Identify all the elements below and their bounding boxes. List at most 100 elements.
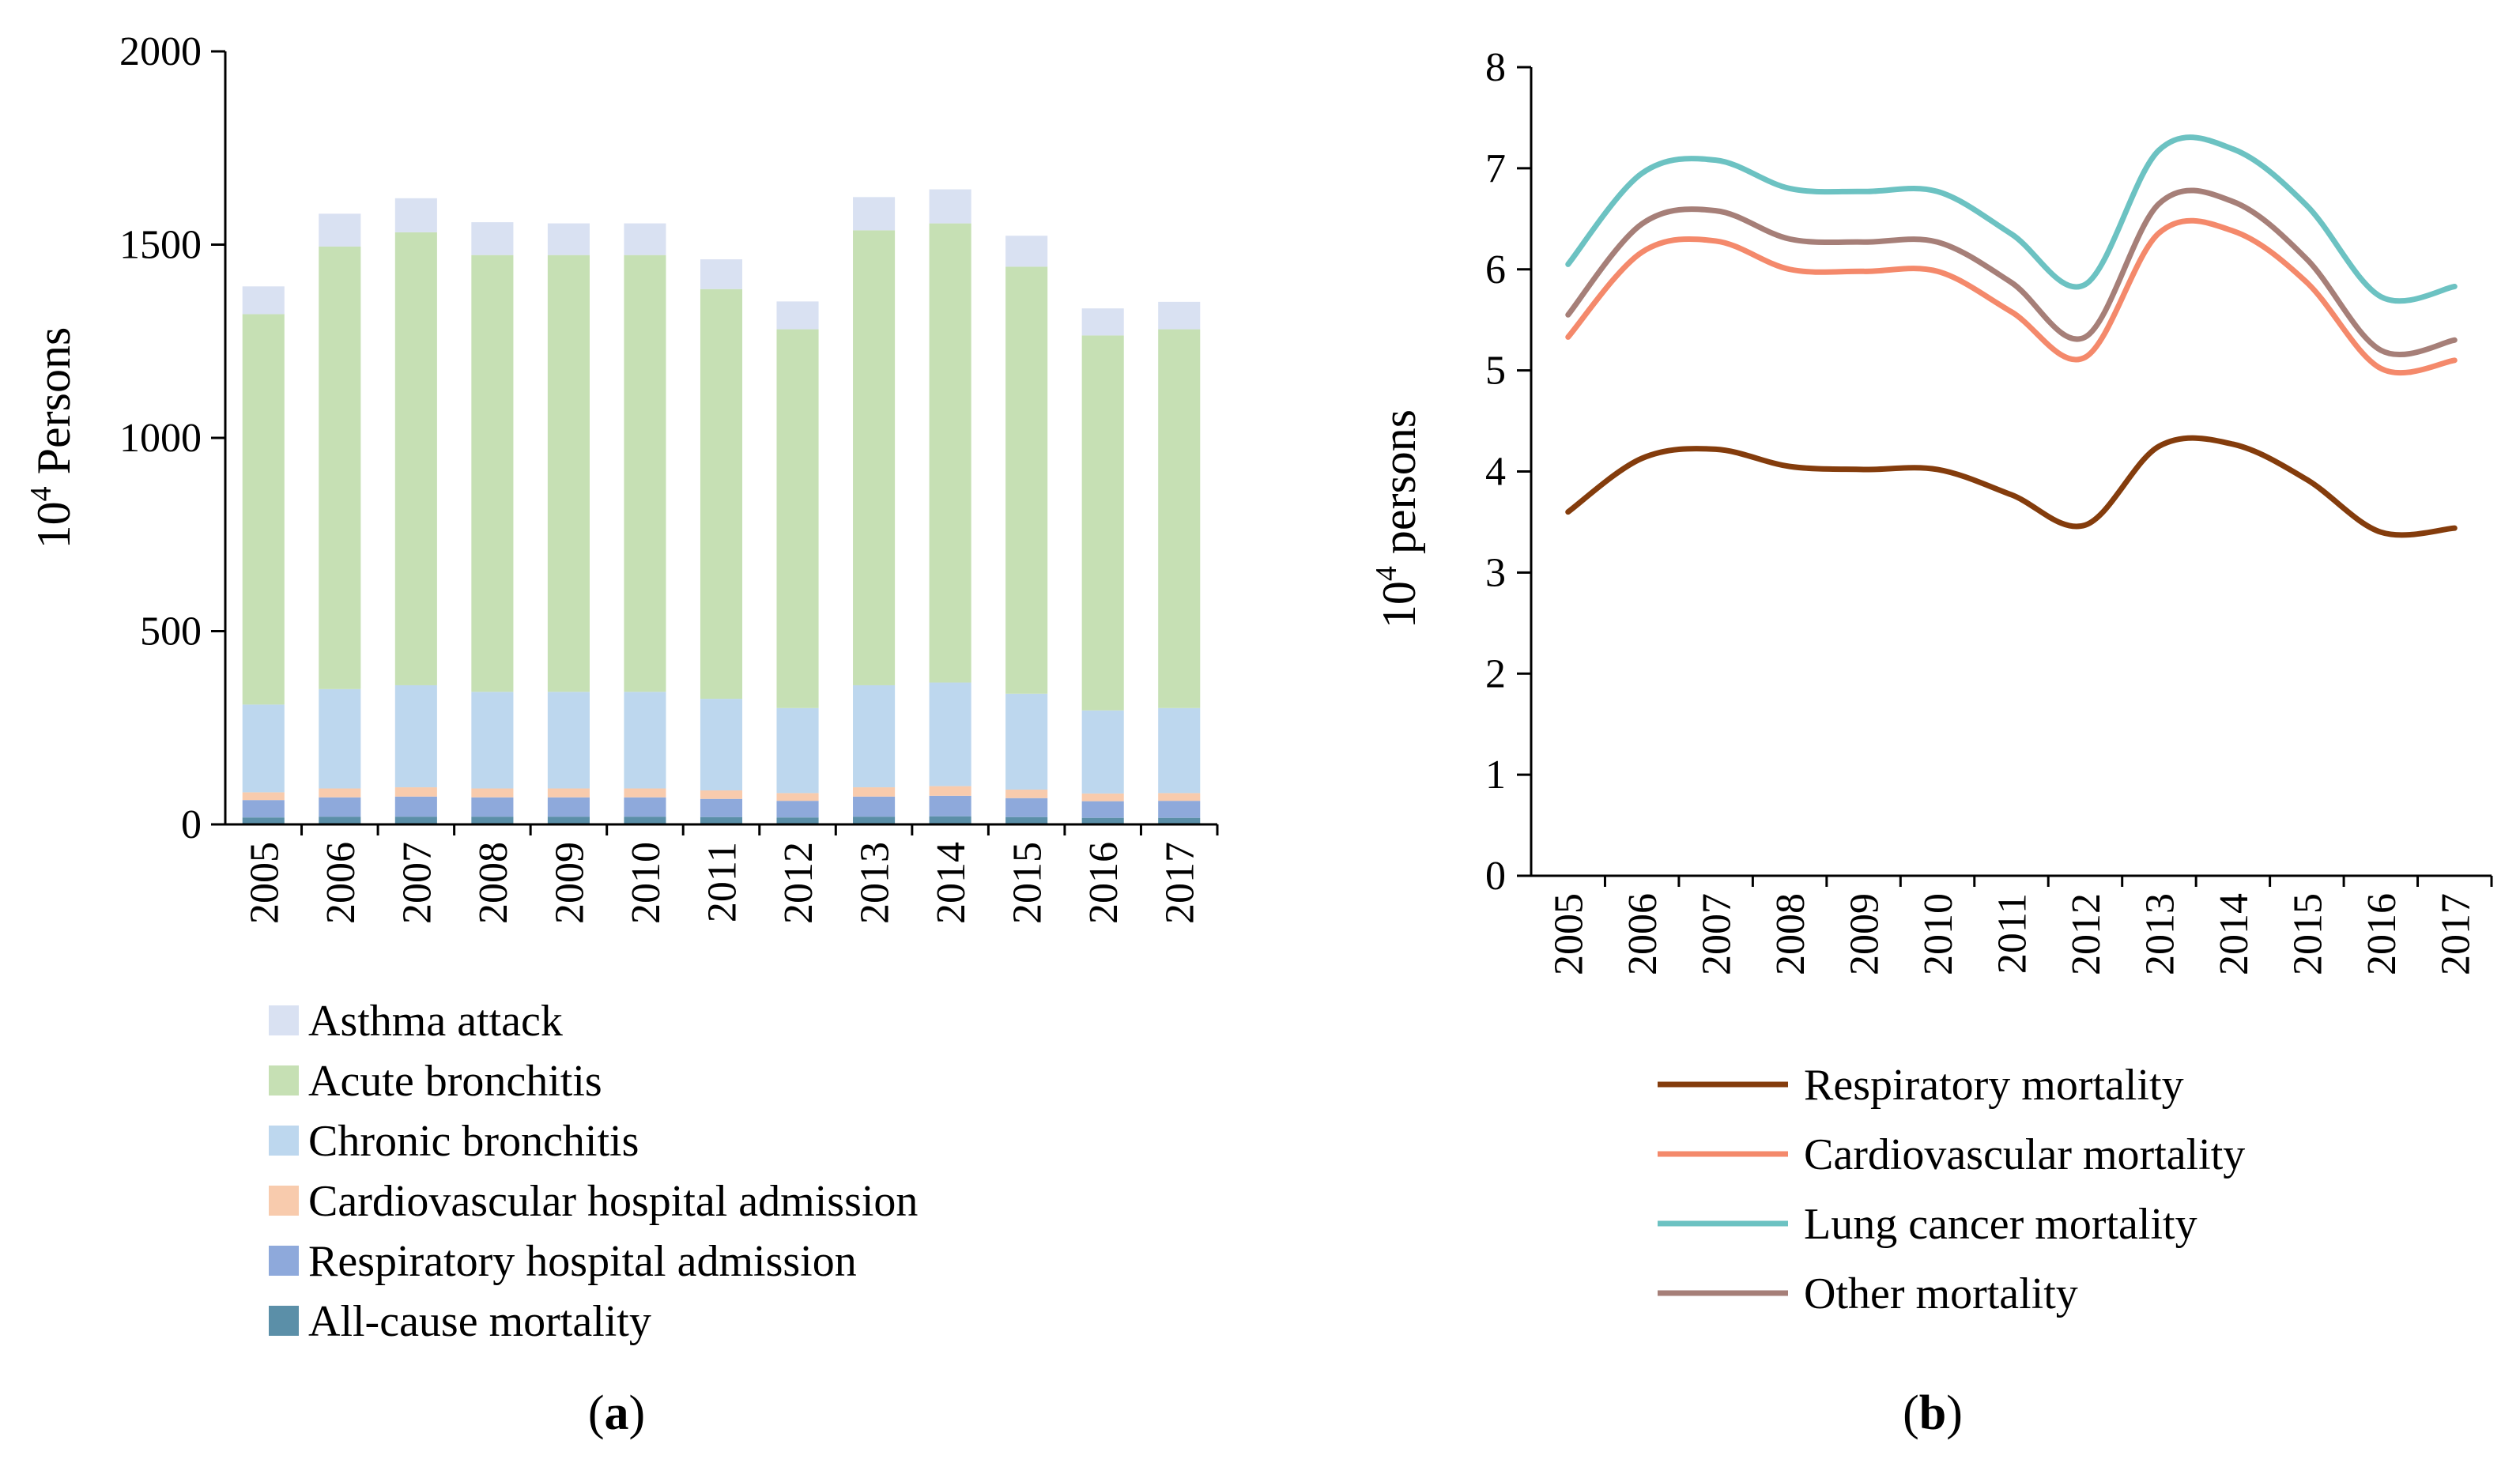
x-tick-label: 2008 bbox=[1768, 893, 1813, 975]
bar-chronic-bronchitis-2009 bbox=[547, 692, 590, 789]
bar-acute-bronchitis-2005 bbox=[242, 314, 285, 705]
x-tick-label: 2009 bbox=[1843, 893, 1888, 975]
bar-cardiovascular-hospital-admission-2010 bbox=[624, 788, 666, 798]
bar-acute-bronchitis-2015 bbox=[1005, 266, 1048, 694]
panel-a-bar-chart: 0 500 1000 1500 2000 2005 2006 2007 2008 2009 2010… bbox=[25, 29, 1219, 1346]
bar-cardiovascular-hospital-admission-2012 bbox=[776, 793, 819, 801]
bar-cardiovascular-hospital-admission-2007 bbox=[394, 787, 437, 797]
line-lung-cancer-mortality bbox=[1565, 134, 2458, 304]
bar-asthma-attack-2010 bbox=[624, 223, 666, 255]
bar-all-cause-mortality-2008 bbox=[471, 816, 514, 824]
legend-swatch-chronic-bronchitis bbox=[269, 1126, 299, 1156]
bar-acute-bronchitis-2008 bbox=[471, 255, 514, 692]
y-axis-label: 104 persons bbox=[1370, 409, 1425, 628]
x-tick-label: 2006 bbox=[319, 842, 364, 924]
x-tick-label: 2013 bbox=[853, 842, 898, 924]
panel-b-label: (b) bbox=[1903, 1386, 1963, 1440]
x-tick-label: 2005 bbox=[1547, 893, 1592, 975]
x-tick-label: 2016 bbox=[1081, 842, 1126, 924]
y-tick-label: 3 bbox=[1485, 550, 1506, 595]
legend-swatch-cardiovascular-hospital-admission bbox=[269, 1186, 299, 1216]
bar-all-cause-mortality-2005 bbox=[242, 817, 285, 824]
bar-acute-bronchitis-2014 bbox=[929, 223, 971, 683]
y-tick-label: 2 bbox=[1485, 651, 1506, 696]
bar-respiratory-hospital-admission-2016 bbox=[1081, 801, 1124, 818]
bar-respiratory-hospital-admission-2005 bbox=[242, 800, 285, 818]
x-tick-label: 2008 bbox=[471, 842, 516, 924]
bar-respiratory-hospital-admission-2013 bbox=[853, 796, 896, 817]
x-tick-label: 2010 bbox=[1916, 893, 1961, 975]
x-tick-label: 2013 bbox=[2137, 893, 2182, 975]
y-tick-label: 4 bbox=[1485, 450, 1506, 495]
y-axis-label: 104 Persons bbox=[25, 327, 80, 549]
bar-cardiovascular-hospital-admission-2014 bbox=[929, 786, 971, 796]
line-cardiovascular-mortality bbox=[1565, 217, 2458, 376]
y-tick-label: 0 bbox=[1485, 854, 1506, 899]
x-tick-label: 2011 bbox=[1990, 893, 2035, 974]
bar-asthma-attack-2016 bbox=[1081, 308, 1124, 336]
bar-asthma-attack-2015 bbox=[1005, 236, 1048, 267]
legend-label-chronic-bronchitis: Chronic bronchitis bbox=[308, 1117, 639, 1166]
legend-label-asthma-attack: Asthma attack bbox=[308, 997, 563, 1046]
y-tick-label: 0 bbox=[181, 802, 202, 847]
bar-cardiovascular-hospital-admission-2006 bbox=[319, 788, 361, 798]
bar-acute-bronchitis-2012 bbox=[776, 329, 819, 708]
bar-respiratory-hospital-admission-2012 bbox=[776, 801, 819, 818]
y-tick-label: 7 bbox=[1485, 146, 1506, 191]
bar-chronic-bronchitis-2015 bbox=[1005, 693, 1048, 790]
bar-chronic-bronchitis-2014 bbox=[929, 682, 971, 786]
bar-acute-bronchitis-2009 bbox=[547, 255, 590, 692]
bar-cardiovascular-hospital-admission-2008 bbox=[471, 788, 514, 798]
bar-asthma-attack-2014 bbox=[929, 189, 971, 224]
bar-cardiovascular-hospital-admission-2005 bbox=[242, 792, 285, 801]
x-tick-label: 2017 bbox=[1158, 842, 1203, 924]
legend-label-lung-cancer-mortality: Lung cancer mortality bbox=[1804, 1200, 2197, 1249]
bar-respiratory-hospital-admission-2010 bbox=[624, 797, 666, 817]
bar-all-cause-mortality-2007 bbox=[394, 816, 437, 824]
bar-all-cause-mortality-2006 bbox=[319, 816, 361, 824]
bar-chronic-bronchitis-2006 bbox=[319, 688, 361, 789]
y-tick-label: 8 bbox=[1485, 45, 1506, 90]
bar-asthma-attack-2013 bbox=[853, 197, 896, 231]
bar-all-cause-mortality-2012 bbox=[776, 817, 819, 824]
bar-acute-bronchitis-2011 bbox=[700, 288, 743, 700]
bar-chronic-bronchitis-2008 bbox=[471, 692, 514, 789]
bar-cardiovascular-hospital-admission-2013 bbox=[853, 787, 896, 797]
bar-acute-bronchitis-2006 bbox=[319, 246, 361, 689]
x-tick-label: 2014 bbox=[929, 842, 974, 924]
bar-acute-bronchitis-2017 bbox=[1158, 329, 1201, 708]
legend-label-cardiovascular-mortality: Cardiovascular mortality bbox=[1804, 1130, 2245, 1179]
bar-all-cause-mortality-2010 bbox=[624, 816, 666, 824]
bar-respiratory-hospital-admission-2006 bbox=[319, 797, 361, 817]
panel-b-line-chart: 0 1 2 3 4 5 6 7 8 2005 2006 2007 2008 2009 2010 2011 201… bbox=[1370, 45, 2493, 1318]
bar-all-cause-mortality-2009 bbox=[547, 816, 590, 824]
bar-cardiovascular-hospital-admission-2009 bbox=[547, 788, 590, 798]
bar-chronic-bronchitis-2017 bbox=[1158, 707, 1201, 794]
bar-respiratory-hospital-admission-2017 bbox=[1158, 801, 1201, 818]
bar-all-cause-mortality-2011 bbox=[700, 816, 743, 824]
legend-label-cardiovascular-hospital-admission: Cardiovascular hospital admission bbox=[308, 1177, 918, 1226]
bar-respiratory-hospital-admission-2014 bbox=[929, 795, 971, 816]
y-tick-label: 5 bbox=[1485, 349, 1506, 394]
bar-chronic-bronchitis-2005 bbox=[242, 704, 285, 793]
y-tick-label: 1500 bbox=[119, 223, 202, 268]
bar-chronic-bronchitis-2011 bbox=[700, 699, 743, 790]
bar-acute-bronchitis-2007 bbox=[394, 232, 437, 685]
legend-label-other-mortality: Other mortality bbox=[1804, 1269, 2078, 1318]
x-tick-label: 2006 bbox=[1620, 893, 1666, 975]
y-tick-label: 2000 bbox=[119, 29, 202, 74]
legend-swatch-asthma-attack bbox=[269, 1005, 299, 1035]
bar-asthma-attack-2005 bbox=[242, 286, 285, 315]
bar-acute-bronchitis-2016 bbox=[1081, 335, 1124, 711]
bar-chronic-bronchitis-2016 bbox=[1081, 710, 1124, 794]
x-tick-label: 2012 bbox=[776, 842, 821, 924]
legend-label-respiratory-mortality: Respiratory mortality bbox=[1804, 1061, 2184, 1110]
bar-asthma-attack-2008 bbox=[471, 222, 514, 255]
legend-label-respiratory-hospital-admission: Respiratory hospital admission bbox=[308, 1237, 857, 1286]
bar-all-cause-mortality-2016 bbox=[1081, 817, 1124, 824]
legend-swatch-respiratory-hospital-admission bbox=[269, 1246, 299, 1276]
bar-chronic-bronchitis-2007 bbox=[394, 684, 437, 788]
x-tick-label: 2017 bbox=[2433, 893, 2478, 975]
x-tick-label: 2015 bbox=[2285, 893, 2330, 975]
